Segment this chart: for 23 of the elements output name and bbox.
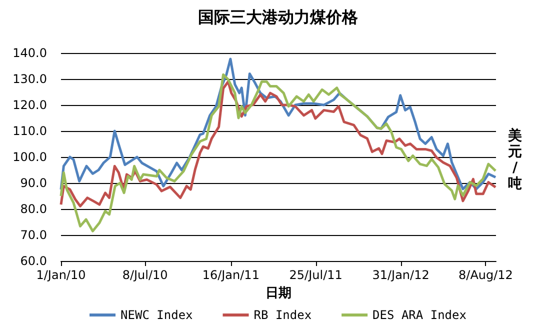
- legend-label: DES ARA Index: [372, 308, 466, 322]
- legend-label: NEWC Index: [120, 308, 193, 322]
- y-tick-label: 100.0: [12, 150, 47, 164]
- line-series: [60, 73, 497, 232]
- y-tick-label: 110.0: [12, 124, 47, 138]
- y-tick-label: 130.0: [12, 72, 47, 86]
- x-tick-label: 8/Aug/12: [458, 268, 513, 282]
- x-tick-label: 31/Jan/12: [372, 268, 430, 282]
- x-tick-label: 25/Jul/11: [289, 268, 342, 282]
- y-tick-label: 120.0: [12, 98, 47, 112]
- y-tick-label: 70.0: [20, 228, 47, 242]
- y-tick-label: 80.0: [20, 202, 47, 216]
- x-axis-title: 日期: [266, 286, 292, 301]
- legend-label: RB Index: [254, 308, 312, 322]
- chart-title: 国际三大港动力煤价格: [198, 8, 359, 26]
- y-tick-label: 60.0: [20, 254, 47, 268]
- y-tick-label: 90.0: [20, 176, 47, 190]
- line-series: [60, 80, 497, 208]
- y-tick-label: 140.0: [12, 46, 47, 60]
- y-axis-title: 美元/吨: [507, 128, 523, 192]
- x-tick-label: 16/Jan/11: [202, 268, 260, 282]
- x-tick-label: 8/Jul/10: [122, 268, 168, 282]
- x-tick-label: 1/Jan/10: [36, 268, 86, 282]
